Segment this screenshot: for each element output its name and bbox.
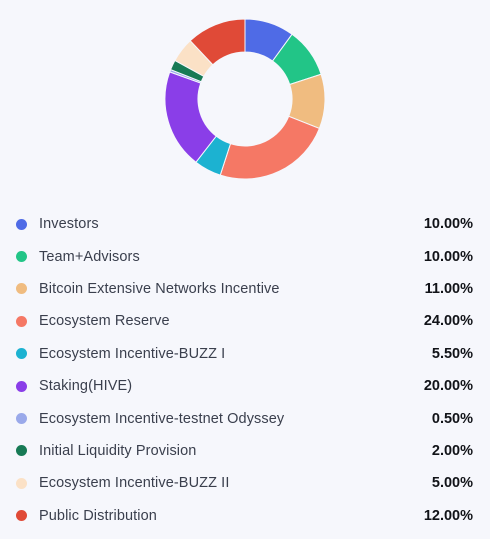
- donut-chart: [164, 18, 326, 180]
- legend-percentage: 2.00%: [431, 442, 473, 459]
- legend-color-dot: [16, 348, 27, 360]
- chart-legend: Investors 10.00% Team+Advisors 10.00% Bitcoi…: [0, 208, 490, 532]
- legend-percentage: 11.00%: [424, 280, 473, 297]
- legend-item[interactable]: Bitcoin Extensive Networks Incentive 11.0…: [0, 273, 490, 305]
- legend-item[interactable]: Initial Liquidity Provision 2.00%: [0, 435, 490, 467]
- legend-percentage: 12.00%: [423, 507, 473, 524]
- legend-percentage: 10.00%: [423, 248, 473, 265]
- legend-item[interactable]: Ecosystem Incentive-BUZZ II 5.00%: [0, 467, 490, 499]
- legend-percentage: 10.00%: [423, 216, 473, 233]
- donut-slice-9[interactable]: [189, 18, 246, 66]
- legend-item[interactable]: Ecosystem Incentive-testnet Odyssey 0.50%: [0, 402, 490, 434]
- legend-color-dot: [16, 510, 27, 522]
- legend-percentage: 5.00%: [431, 475, 473, 492]
- legend-label: Ecosystem Incentive-BUZZ II: [39, 475, 230, 492]
- legend-color-dot: [16, 251, 27, 263]
- legend-color-dot: [16, 445, 27, 457]
- legend-label: Ecosystem Reserve: [39, 313, 170, 330]
- legend-label: Investors: [39, 216, 99, 233]
- legend-item[interactable]: Ecosystem Reserve 24.00%: [0, 305, 490, 337]
- legend-label: Initial Liquidity Provision: [39, 442, 197, 459]
- legend-color-dot: [16, 218, 27, 230]
- legend-item[interactable]: Investors 10.00%: [0, 208, 490, 240]
- legend-item[interactable]: Team+Advisors 10.00%: [0, 240, 490, 272]
- legend-color-dot: [16, 413, 27, 425]
- legend-label: Ecosystem Incentive-testnet Odyssey: [39, 410, 285, 427]
- legend-percentage: 24.00%: [423, 313, 473, 330]
- legend-label: Ecosystem Incentive-BUZZ I: [39, 345, 226, 362]
- legend-color-dot: [16, 477, 27, 489]
- donut-slice-3[interactable]: [219, 115, 321, 180]
- legend-color-dot: [16, 380, 27, 392]
- legend-color-dot: [16, 315, 27, 327]
- legend-label: Team+Advisors: [39, 248, 140, 265]
- legend-label: Staking(HIVE): [39, 378, 133, 395]
- legend-item[interactable]: Ecosystem Incentive-BUZZ I 5.50%: [0, 338, 490, 370]
- legend-item[interactable]: Public Distribution 12.00%: [0, 500, 490, 532]
- legend-label: Public Distribution: [39, 507, 157, 524]
- legend-item[interactable]: Staking(HIVE) 20.00%: [0, 370, 490, 402]
- legend-percentage: 20.00%: [423, 378, 473, 395]
- legend-color-dot: [16, 283, 27, 295]
- legend-percentage: 0.50%: [431, 410, 473, 427]
- legend-label: Bitcoin Extensive Networks Incentive: [39, 280, 280, 297]
- legend-percentage: 5.50%: [431, 345, 473, 362]
